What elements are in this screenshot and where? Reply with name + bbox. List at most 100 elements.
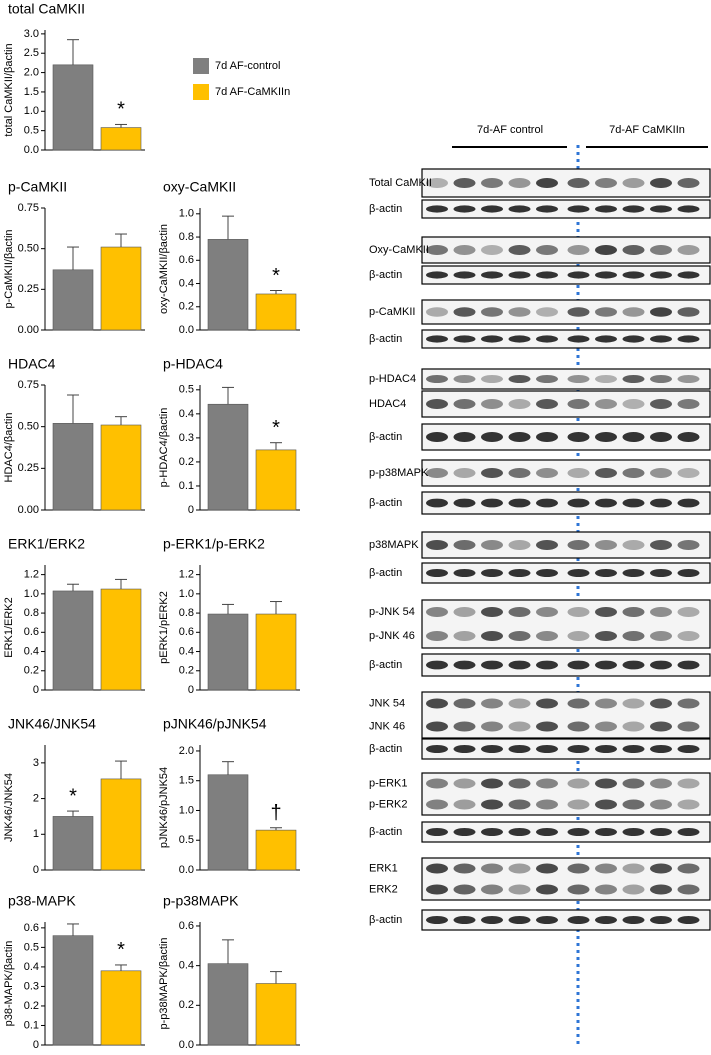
blot-band (677, 778, 700, 789)
bar (207, 403, 249, 511)
blot-band (481, 307, 503, 317)
blot-band (536, 307, 558, 317)
blot-band (481, 607, 503, 617)
blot-band (453, 271, 476, 279)
y-axis-label: p38-MAPK/βactin (3, 941, 15, 1027)
y-axis-label: pJNK46/pJNK54 (158, 767, 170, 848)
blot-band (677, 375, 700, 383)
error-bar (115, 123, 127, 128)
bar (52, 935, 94, 1046)
blot-band (595, 916, 617, 924)
y-tick-label: 0.5 (24, 125, 39, 137)
y-tick-label: 1.0 (179, 804, 194, 816)
blot-band (650, 468, 672, 478)
y-tick-label: 0 (188, 504, 194, 516)
blot-label: p-HDAC4 (369, 373, 416, 385)
blot-band (650, 799, 672, 810)
blot-band (508, 745, 531, 753)
y-tick-label: 1.0 (24, 105, 39, 117)
blot-band (453, 828, 476, 836)
y-tick-label: 0.5 (24, 941, 39, 953)
blot-band (508, 863, 531, 874)
blot-band (567, 245, 590, 255)
blot-band (677, 540, 700, 550)
blot-band (622, 631, 645, 641)
blot-band (622, 778, 645, 789)
blot-band (622, 498, 645, 508)
significance-mark: * (117, 99, 125, 121)
blot-band (536, 335, 558, 343)
blot-band (536, 468, 558, 478)
y-axis-label: total CaMKII/βactin (3, 43, 15, 136)
blot-band (536, 828, 558, 836)
blot-band (426, 178, 448, 188)
chart-title: p-ERK1/p-ERK2 (163, 536, 265, 552)
y-tick-label: 1 (33, 828, 39, 840)
blot-band (508, 778, 531, 789)
y-tick-label: 1.2 (24, 569, 39, 581)
error-bar (270, 442, 282, 450)
blot-band (536, 698, 558, 709)
blot-band (622, 540, 645, 550)
blot-band (677, 631, 700, 641)
blot-band (595, 307, 617, 317)
blot-band (677, 271, 700, 279)
y-tick-label: 0.75 (18, 202, 39, 214)
blot-band (677, 745, 700, 753)
bar (52, 64, 94, 151)
blot-band (426, 745, 448, 753)
y-tick-label: 0.2 (179, 999, 194, 1011)
y-tick-label: 0.6 (179, 920, 194, 932)
blot-band (453, 799, 476, 810)
blot-band (622, 799, 645, 810)
blot-band (567, 631, 590, 641)
error-bar (67, 923, 79, 936)
bar (207, 774, 249, 871)
blot-band (567, 498, 590, 508)
y-tick-label: 0.1 (179, 480, 194, 492)
blot-band (453, 178, 476, 188)
chart-title: p-HDAC4 (163, 356, 223, 372)
blot-band (567, 399, 590, 409)
blot-band (453, 205, 476, 213)
blot-label: β-actin (369, 431, 402, 443)
blot-band (677, 498, 700, 508)
blot-band (650, 660, 672, 670)
blot-band (453, 631, 476, 641)
y-tick-label: 0.4 (179, 960, 194, 972)
blot-band (508, 799, 531, 810)
blot-band (536, 498, 558, 508)
bar (100, 778, 142, 871)
blot-band (453, 863, 476, 874)
blot-band (508, 432, 531, 442)
blot-band (622, 745, 645, 753)
y-tick-label: 1.0 (179, 208, 194, 220)
blot-band (650, 432, 672, 442)
blot-band (508, 660, 531, 670)
blot-frame (421, 821, 711, 843)
y-axis-label: JNK46/JNK54 (3, 773, 15, 842)
blot-band (453, 607, 476, 617)
bar (207, 239, 249, 331)
blot-band (622, 468, 645, 478)
y-tick-label: 2.0 (24, 66, 39, 78)
blot-band (536, 569, 558, 577)
bar (52, 816, 94, 871)
blot-band (595, 245, 617, 255)
blot-band (508, 916, 531, 924)
blot-band (622, 205, 645, 213)
error-bar (67, 39, 79, 65)
error-bar (67, 583, 79, 591)
blot-band (508, 271, 531, 279)
bar (52, 590, 94, 691)
blot-band (595, 540, 617, 550)
blot-band (595, 799, 617, 810)
y-tick-label: 0.6 (24, 922, 39, 934)
blot-band (508, 245, 531, 255)
blot-band (536, 205, 558, 213)
group-label: 7d-AF control (477, 124, 543, 136)
blot-band (567, 698, 590, 709)
blot-band (536, 778, 558, 789)
blot-label: β-actin (369, 743, 402, 755)
blot-band (567, 607, 590, 617)
